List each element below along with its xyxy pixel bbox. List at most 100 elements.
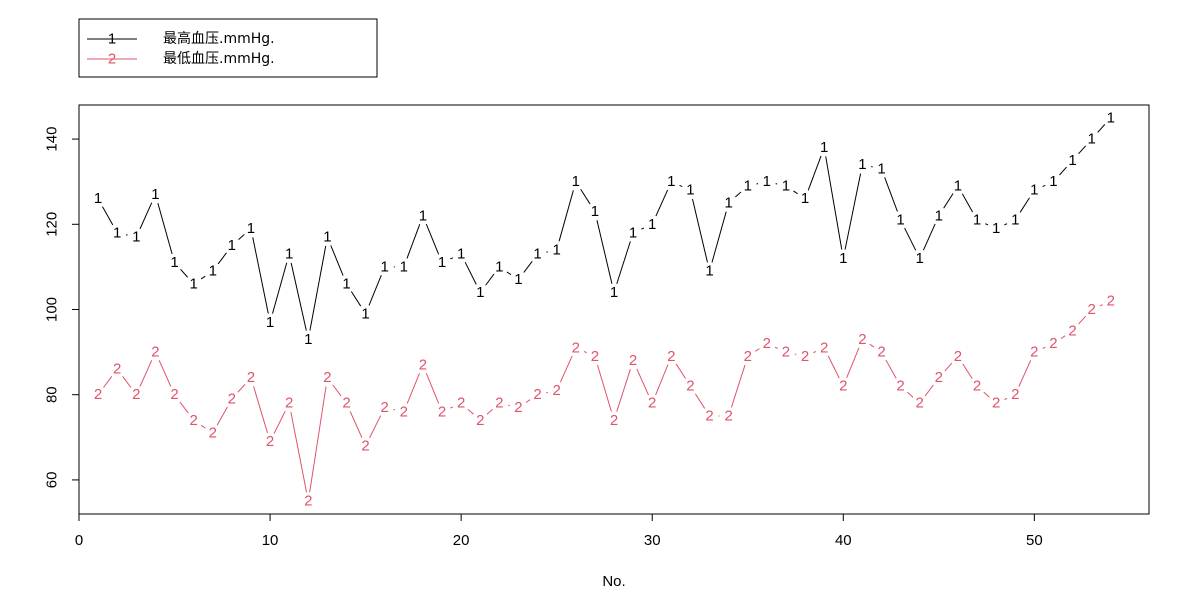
- data-point: 1: [705, 263, 713, 280]
- data-point: 2: [323, 369, 331, 386]
- data-point: 1: [266, 314, 274, 331]
- data-point: 1: [400, 258, 408, 275]
- data-point: 1: [896, 212, 904, 229]
- data-point: 1: [113, 224, 121, 241]
- series-segment: [675, 363, 686, 379]
- data-point: 1: [648, 216, 656, 233]
- x-tick-label: 50: [1026, 532, 1043, 549]
- series-segment: [807, 155, 822, 191]
- series-segment: [596, 364, 612, 412]
- series-segment: [180, 269, 189, 278]
- series-segment: [616, 369, 631, 412]
- series-segment: [450, 406, 454, 409]
- series-segment: [139, 202, 153, 230]
- data-point: 1: [228, 237, 236, 254]
- series-segment: [200, 275, 206, 280]
- data-point: 2: [495, 395, 503, 412]
- series-segment: [944, 362, 953, 372]
- data-point: 2: [1088, 301, 1096, 318]
- data-point: 2: [514, 399, 522, 416]
- data-point: 2: [1049, 335, 1057, 352]
- series-segment: [332, 384, 342, 397]
- data-point: 2: [839, 378, 847, 395]
- data-point: 2: [113, 361, 121, 378]
- series-segment: [1097, 124, 1106, 133]
- data-point: 2: [419, 356, 427, 373]
- data-point: 1: [495, 258, 503, 275]
- data-point: 2: [400, 403, 408, 420]
- series-segment: [406, 224, 421, 259]
- data-point: 1: [151, 186, 159, 203]
- series-segment: [179, 401, 189, 414]
- data-point: 1: [533, 246, 541, 263]
- series-segment: [523, 261, 533, 273]
- data-point: 1: [629, 224, 637, 241]
- data-point: 1: [858, 156, 866, 173]
- data-point: 1: [667, 173, 675, 190]
- series-segment: [844, 173, 862, 250]
- data-point: 1: [285, 246, 293, 263]
- data-point: 1: [476, 284, 484, 301]
- series-segment: [583, 351, 587, 354]
- data-point: 2: [266, 433, 274, 450]
- data-point: 2: [610, 412, 618, 429]
- series-segment: [369, 415, 382, 439]
- series-segment: [1059, 166, 1067, 176]
- series-segment: [922, 223, 936, 251]
- data-point: 2: [935, 369, 943, 386]
- series-segment: [122, 376, 132, 388]
- y-tick-label: 100: [44, 297, 61, 322]
- series-segment: [139, 360, 153, 387]
- series-segment: [636, 368, 649, 396]
- legend-box: [78, 18, 378, 78]
- legend-item: 1 最高血压.mmHg.: [87, 30, 275, 48]
- data-point: 2: [648, 395, 656, 412]
- series-segment: [273, 411, 286, 434]
- series-segment: [103, 376, 113, 388]
- series-segment: [655, 364, 669, 396]
- series-segment: [730, 364, 746, 408]
- data-point: 2: [572, 339, 580, 356]
- series-segment: [506, 271, 512, 276]
- data-point: 1: [610, 284, 618, 301]
- data-point: 2: [285, 395, 293, 412]
- data-point: 1: [591, 203, 599, 220]
- series-segment: [885, 359, 897, 379]
- data-point: 2: [342, 395, 350, 412]
- series-segment: [580, 188, 591, 205]
- series-segment: [961, 193, 974, 213]
- data-point: 1: [342, 275, 350, 292]
- data-point: 2: [801, 348, 809, 365]
- series-segment: [330, 245, 344, 276]
- data-point: 2: [228, 390, 236, 407]
- x-tick-label: 10: [262, 532, 279, 549]
- data-point: 2: [132, 386, 140, 403]
- data-point: 1: [1049, 173, 1057, 190]
- x-tick-label: 40: [835, 532, 852, 549]
- series-segment: [425, 223, 440, 255]
- data-point: 2: [361, 437, 369, 454]
- data-point: 1: [189, 275, 197, 292]
- series-segment: [655, 189, 669, 217]
- data-point: 1: [323, 229, 331, 246]
- data-point: 1: [801, 190, 809, 207]
- data-point: 1: [724, 194, 732, 211]
- data-point: 1: [1107, 109, 1115, 126]
- series-segment: [694, 393, 706, 409]
- data-point: 2: [94, 386, 102, 403]
- data-point: 2: [304, 493, 312, 510]
- series-segment: [983, 391, 990, 398]
- data-point: 1: [877, 160, 885, 177]
- series-segment: [774, 346, 778, 349]
- y-tick-label: 80: [44, 386, 61, 403]
- x-tick-label: 20: [453, 532, 470, 549]
- series-segment: [985, 223, 989, 226]
- series-segment: [290, 262, 307, 331]
- series-segment: [309, 386, 327, 493]
- series-segment: [825, 156, 843, 250]
- data-point: 1: [381, 258, 389, 275]
- series-segment: [450, 257, 454, 260]
- y-tick-label: 120: [44, 212, 61, 237]
- data-point: 1: [935, 207, 943, 224]
